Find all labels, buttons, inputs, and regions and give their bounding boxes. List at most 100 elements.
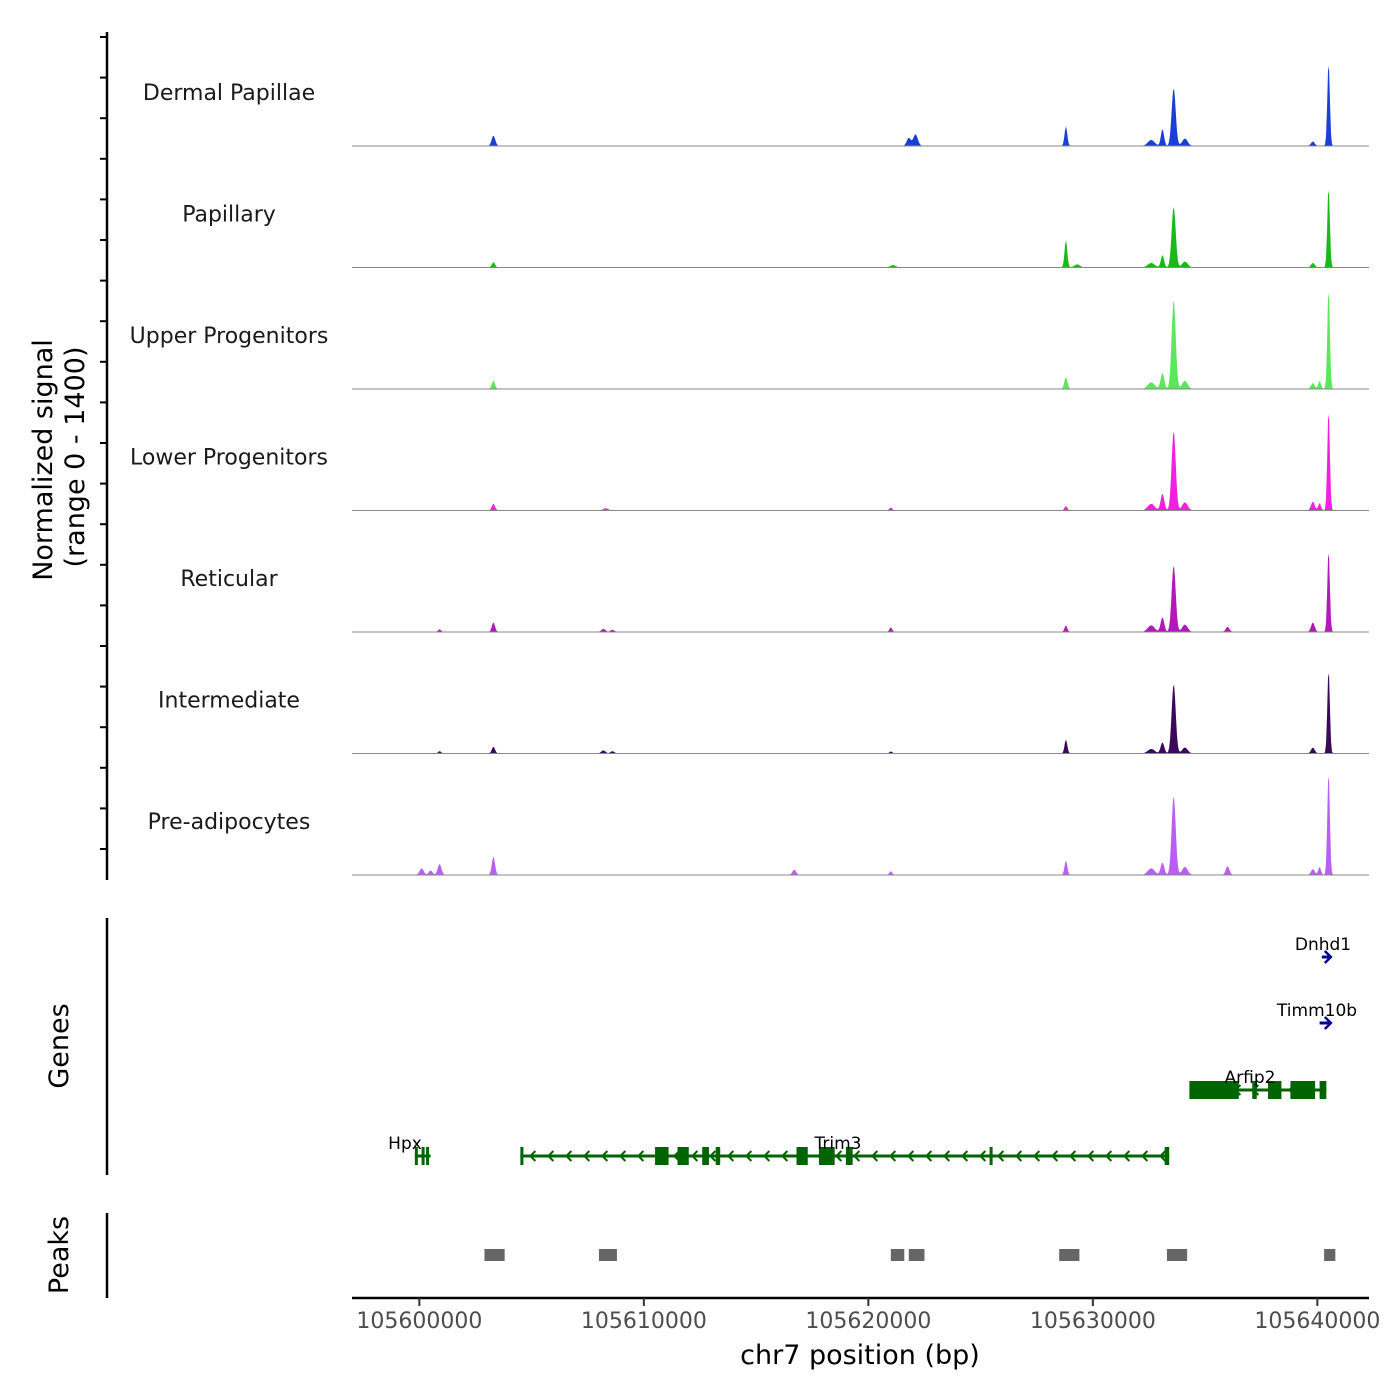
exon xyxy=(1319,1081,1327,1099)
y-axis-range: (range 0 - 1400) xyxy=(60,347,91,568)
gene-label: Trim3 xyxy=(814,1134,862,1154)
exon xyxy=(715,1147,721,1165)
peak-region xyxy=(908,1249,925,1261)
gene-hpx: Hpx xyxy=(388,1134,431,1165)
exon xyxy=(845,1147,853,1165)
gene-label: Hpx xyxy=(388,1134,422,1154)
strand-arrow xyxy=(564,1150,573,1162)
track-papillary: Papillary xyxy=(182,190,1369,268)
strand-arrow xyxy=(1104,1150,1113,1162)
strand-arrow xyxy=(1068,1150,1077,1162)
exon xyxy=(421,1147,425,1165)
track-label: Upper Progenitors xyxy=(130,324,329,349)
exon xyxy=(1267,1081,1282,1099)
track-label: Pre-adipocytes xyxy=(148,810,311,835)
strand-arrow xyxy=(1050,1150,1059,1162)
x-tick-label: 105600000 xyxy=(356,1309,482,1334)
exon xyxy=(655,1147,669,1165)
peak-regions xyxy=(484,1249,1336,1261)
signal-area xyxy=(352,190,1369,268)
exon xyxy=(818,1147,835,1165)
exon xyxy=(1164,1147,1170,1165)
peaks-panel-label: Peaks xyxy=(44,1216,75,1294)
strand-arrow xyxy=(780,1150,789,1162)
signal-tracks: Dermal Papillae Papillary Upper Progenitor… xyxy=(130,66,1369,876)
peak-region xyxy=(1166,1249,1188,1261)
exon xyxy=(1252,1081,1257,1099)
strand-arrow xyxy=(978,1150,987,1162)
exon xyxy=(677,1147,689,1165)
strand-arrow xyxy=(942,1150,951,1162)
gene-label: Dnhd1 xyxy=(1295,935,1351,955)
strand-arrow xyxy=(870,1150,879,1162)
track-label: Dermal Papillae xyxy=(143,81,315,106)
track-label: Intermediate xyxy=(158,689,300,714)
track-label: Papillary xyxy=(182,203,276,228)
strand-arrow xyxy=(762,1150,771,1162)
signal-area xyxy=(352,553,1369,632)
exon xyxy=(426,1147,430,1165)
strand-arrow xyxy=(1122,1150,1131,1162)
strand-arrow xyxy=(996,1150,1005,1162)
exon xyxy=(1189,1081,1239,1099)
x-axis-title: chr7 position (bp) xyxy=(740,1340,980,1371)
gene-trim3: Trim3 xyxy=(520,1134,1170,1165)
strand-arrow xyxy=(582,1150,591,1162)
strand-arrow xyxy=(888,1150,897,1162)
strand-arrow xyxy=(1014,1150,1023,1162)
exon xyxy=(1290,1081,1316,1099)
strand-arrow xyxy=(1032,1150,1041,1162)
strand-arrow xyxy=(1140,1150,1149,1162)
strand-arrow xyxy=(744,1150,753,1162)
peak-region xyxy=(484,1249,505,1261)
strand-arrow xyxy=(636,1150,645,1162)
strand-arrow xyxy=(852,1150,861,1162)
strand-arrow xyxy=(906,1150,915,1162)
gene-timm10b: Timm10b xyxy=(1276,1001,1357,1030)
gene-arfip2: Arfip2 xyxy=(1189,1068,1327,1099)
track-reticular: Reticular xyxy=(180,553,1369,633)
signal-area xyxy=(352,673,1369,754)
peak-region xyxy=(598,1249,617,1261)
signal-area xyxy=(352,776,1369,875)
gene-dnhd1: Dnhd1 xyxy=(1295,935,1351,964)
strand-arrow xyxy=(546,1150,555,1162)
signal-area xyxy=(352,414,1369,511)
strand-arrow xyxy=(1323,950,1333,964)
strand-arrow xyxy=(960,1150,969,1162)
strand-arrow xyxy=(834,1150,843,1162)
strand-arrow xyxy=(1086,1150,1095,1162)
signal-y-axis-ticks xyxy=(100,36,107,850)
exon xyxy=(702,1147,709,1165)
peak-region xyxy=(1324,1249,1336,1261)
y-axis-title: Normalized signal xyxy=(28,339,59,581)
strand-arrow xyxy=(924,1150,933,1162)
strand-arrow xyxy=(618,1150,627,1162)
gene-label: Timm10b xyxy=(1276,1001,1357,1021)
exon xyxy=(414,1147,418,1165)
strand-arrow xyxy=(690,1150,699,1162)
strand-arrow xyxy=(528,1150,537,1162)
exon xyxy=(520,1147,524,1165)
gene-label: Arfip2 xyxy=(1225,1068,1276,1088)
track-label: Lower Progenitors xyxy=(130,446,328,471)
exon xyxy=(989,1147,993,1165)
x-tick-label: 105610000 xyxy=(581,1309,707,1334)
exon xyxy=(796,1147,808,1165)
x-axis-ticks: 105600000 105610000 105620000 105630000 1056… xyxy=(356,1298,1380,1334)
track-dermal-papillae: Dermal Papillae xyxy=(143,66,1369,147)
track-intermediate: Intermediate xyxy=(158,673,1369,754)
x-tick-label: 105630000 xyxy=(1030,1309,1156,1334)
strand-arrow xyxy=(1158,1150,1167,1162)
x-tick-label: 105640000 xyxy=(1254,1309,1380,1334)
signal-area xyxy=(352,292,1369,389)
track-lower-progenitors: Lower Progenitors xyxy=(130,414,1369,511)
genes-panel-label: Genes xyxy=(44,1003,75,1088)
signal-area xyxy=(352,66,1369,146)
strand-arrow xyxy=(600,1150,609,1162)
x-tick-label: 105620000 xyxy=(805,1309,931,1334)
track-label: Reticular xyxy=(180,567,278,592)
gene-models: Dnhd1 Timm10b Arfip2 Hpx Trim3 xyxy=(388,935,1357,1165)
strand-arrow xyxy=(726,1150,735,1162)
